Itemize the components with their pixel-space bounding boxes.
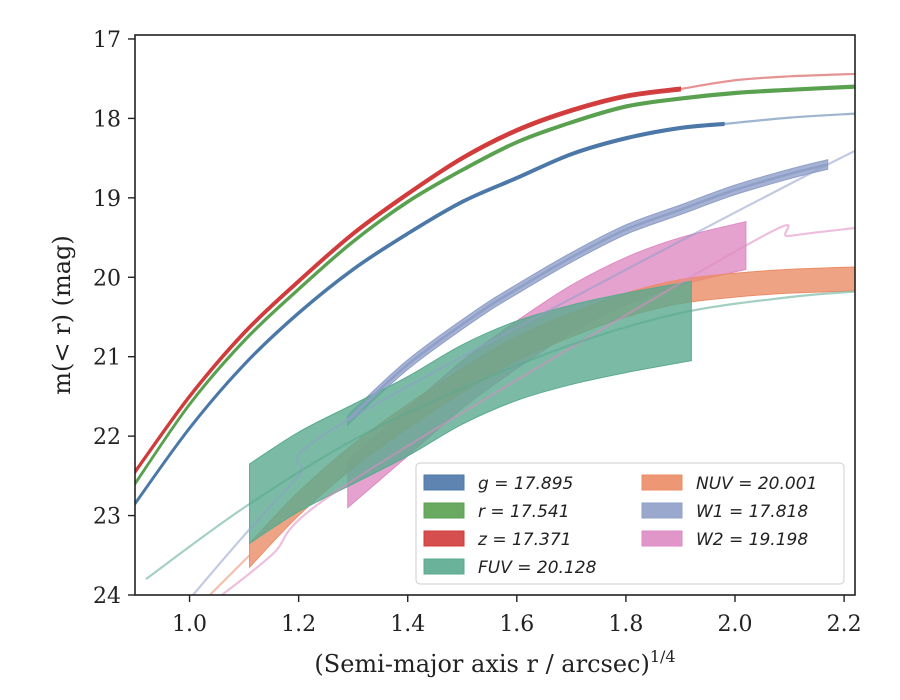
plot-frame: [134, 34, 856, 596]
legend-label-nuv: NUV = 20.001: [696, 474, 817, 494]
legend-label-z: z = 17.371: [477, 530, 571, 550]
legend-label-r: r = 17.541: [478, 502, 570, 522]
model-line-w1: [191, 149, 855, 595]
band-w1: [347, 159, 829, 427]
y-tick-label: 19: [93, 187, 121, 212]
legend-label-w2: W2 = 19.198: [696, 530, 808, 550]
x-tick-label: 1.8: [608, 612, 643, 637]
line-z: [135, 87, 681, 473]
y-axis-ticks: 17 18 19 20 21 22 23 24: [93, 28, 135, 609]
legend-swatch-w1: [641, 502, 683, 519]
legend-swatch-r: [423, 502, 465, 519]
series-bands: [135, 84, 855, 569]
model-line-g: [723, 112, 855, 126]
band-z: [135, 86, 681, 475]
x-axis-ticks: 1.0 1.2 1.4 1.6 1.8 2.0 2.2: [172, 595, 862, 637]
model-line-z: [680, 72, 855, 91]
y-tick-label: 17: [93, 28, 121, 53]
y-tick-label: 21: [93, 346, 121, 371]
legend-swatch-fuv: [423, 558, 465, 575]
band-fuv: [249, 280, 692, 545]
line-g: [135, 122, 725, 505]
legend: g = 17.895 r = 17.541 z = 17.371 FUV = 20.1…: [415, 462, 845, 585]
model-line-fuv: [145, 290, 855, 580]
y-tick-label: 23: [93, 505, 121, 530]
y-tick-label: 24: [93, 584, 121, 609]
legend-box: [415, 462, 845, 585]
x-axis-label-main: (Semi-major axis r / arcsec): [314, 650, 649, 678]
x-tick-label: 2.2: [827, 612, 862, 637]
legend-swatch-z: [423, 530, 465, 547]
x-tick-label: 1.4: [390, 612, 425, 637]
line-r: [135, 85, 855, 485]
legend-swatch-nuv: [641, 474, 683, 491]
x-axis-label: (Semi-major axis r / arcsec)1/4: [314, 647, 675, 678]
y-tick-label: 18: [93, 107, 121, 132]
x-tick-label: 1.0: [172, 612, 207, 637]
x-tick-label: 1.6: [499, 612, 534, 637]
model-line-nuv: [208, 554, 251, 595]
y-axis-label: m(< r) (mag): [48, 235, 76, 394]
model-line-w2: [220, 223, 855, 595]
legend-swatch-w2: [641, 530, 683, 547]
y-tick-label: 20: [93, 266, 121, 291]
legend-swatch-g: [423, 474, 465, 491]
legend-label-w1: W1 = 17.818: [696, 502, 808, 522]
x-tick-label: 1.2: [281, 612, 316, 637]
line-w1: [346, 163, 829, 422]
series-measured-lines: [135, 85, 855, 505]
legend-label-g: g = 17.895: [478, 474, 573, 494]
legend-label-fuv: FUV = 20.128: [478, 558, 597, 578]
y-tick-label: 22: [93, 425, 121, 450]
x-axis-label-exponent: 1/4: [650, 647, 676, 666]
x-tick-label: 2.0: [718, 612, 753, 637]
